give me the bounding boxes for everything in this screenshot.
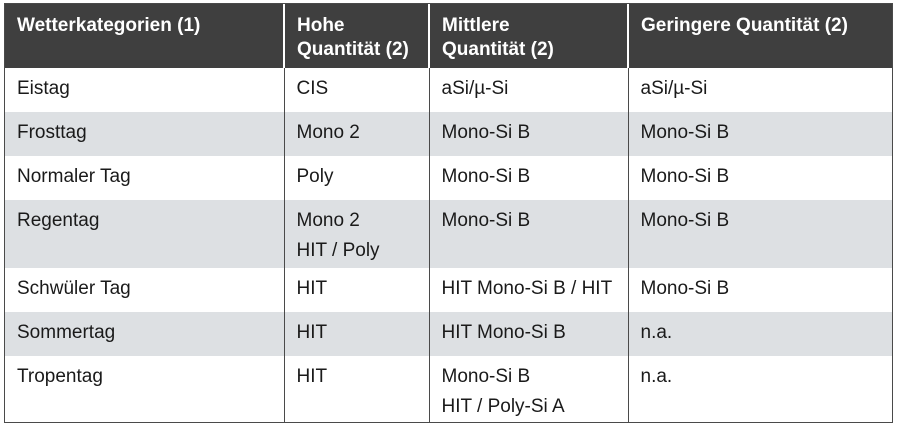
cell-high: HIT	[283, 312, 429, 356]
header-high-quantity: Hohe Quantität (2)	[283, 4, 429, 68]
cell-category: Normaler Tag	[17, 166, 131, 187]
cell-high: Mono 2 HIT / Poly	[283, 200, 429, 268]
cell-category: Schwüler Tag	[17, 278, 131, 299]
cell-category: Sommertag	[17, 322, 116, 343]
cell-low: Mono-Si B	[627, 268, 892, 312]
header-medium-quantity: Mittlere Quantität (2)	[428, 4, 628, 68]
cell-low: n.a.	[627, 312, 892, 356]
header-weather-category: Wetterkategorien (1)	[17, 15, 201, 36]
cell-medium: HIT Mono-Si B	[428, 312, 628, 356]
header-row: Wetterkategorien (1) Hohe Quantität (2) …	[5, 4, 892, 68]
table-row: Regentag Mono 2 HIT / Poly Mono-Si B Mon…	[5, 200, 892, 268]
cell-high: Poly	[283, 156, 429, 200]
cell-medium: Mono-Si B	[428, 156, 628, 200]
table-row: Sommertag HIT HIT Mono-Si B n.a.	[5, 312, 892, 356]
cell-high: HIT	[283, 356, 429, 422]
weather-category-table: Wetterkategorien (1) Hohe Quantität (2) …	[4, 3, 893, 423]
table-row: Normaler Tag Poly Mono-Si B Mono-Si B	[5, 156, 892, 200]
cell-medium: Mono-Si B	[428, 112, 628, 156]
cell-category: Tropentag	[17, 366, 103, 387]
table-body: Eistag CIS aSi/µ-Si aSi/µ-Si Frosttag Mo…	[5, 68, 892, 422]
table-row: Eistag CIS aSi/µ-Si aSi/µ-Si	[5, 68, 892, 112]
cell-category: Regentag	[17, 210, 100, 231]
cell-low: Mono-Si B	[627, 200, 892, 268]
cell-low: aSi/µ-Si	[627, 68, 892, 112]
cell-low: Mono-Si B	[627, 112, 892, 156]
cell-high: HIT	[283, 268, 429, 312]
cell-low: n.a.	[627, 356, 892, 422]
cell-category: Eistag	[17, 78, 70, 99]
data-table: Wetterkategorien (1) Hohe Quantität (2) …	[5, 4, 892, 422]
cell-high: Mono 2	[283, 112, 429, 156]
cell-low: Mono-Si B	[627, 156, 892, 200]
header-low-quantity: Geringere Quantität (2)	[627, 4, 892, 68]
cell-medium: HIT Mono-Si B / HIT	[428, 268, 628, 312]
table-row: Schwüler Tag HIT HIT Mono-Si B / HIT Mon…	[5, 268, 892, 312]
table-row: Frosttag Mono 2 Mono-Si B Mono-Si B	[5, 112, 892, 156]
cell-medium: Mono-Si B	[428, 200, 628, 268]
cell-medium: aSi/µ-Si	[428, 68, 628, 112]
cell-high: CIS	[283, 68, 429, 112]
table-row: Tropentag HIT Mono-Si B HIT / Poly-Si A …	[5, 356, 892, 422]
table-header: Wetterkategorien (1) Hohe Quantität (2) …	[5, 4, 892, 68]
cell-category: Frosttag	[17, 122, 87, 143]
cell-medium: Mono-Si B HIT / Poly-Si A	[428, 356, 628, 422]
